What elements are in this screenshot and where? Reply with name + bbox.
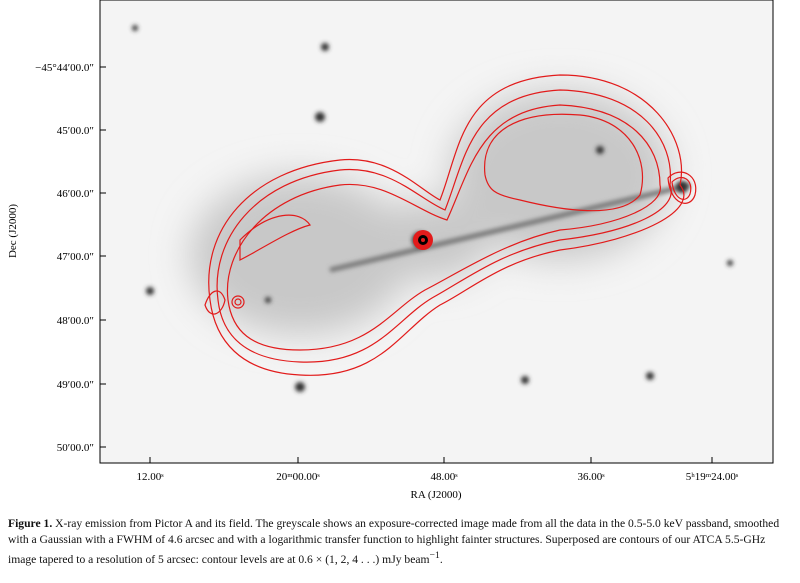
y-axis-label: Dec (J2000): [7, 204, 19, 258]
x-tick-label: 36.00ˢ: [577, 471, 605, 483]
x-tick-label: 5ʰ19ᵐ24.00ˢ: [686, 471, 739, 483]
y-tick-label: 47′00.0″: [57, 251, 94, 263]
x-tick-label: 12.00ˢ: [136, 471, 164, 483]
x-axis-label: RA (J2000): [410, 489, 461, 501]
y-tick-label: 50′00.0″: [57, 442, 94, 454]
y-tick-label: 48′00.0″: [57, 315, 94, 327]
caption-superscript: −1: [429, 550, 440, 561]
caption-text: X-ray emission from Pictor A and its fie…: [8, 517, 780, 566]
ticks: [100, 66, 713, 463]
xray-image: [100, 0, 773, 463]
x-tick-label: 20ᵐ00.00ˢ: [276, 471, 320, 483]
y-tick-label: 49′00.0″: [57, 379, 94, 391]
caption-end: .: [439, 552, 443, 566]
x-tick-label: 48.00ˢ: [430, 471, 458, 483]
y-tick-label: −45°44′00.0″: [35, 62, 94, 74]
caption: Figure 1. X-ray emission from Pictor A a…: [8, 516, 792, 568]
plot-frame: [99, 0, 774, 464]
radio-contours: [204, 74, 697, 376]
y-tick-label: 45′00.0″: [57, 125, 94, 137]
figure: −45°44′00.0″ 45′00.0″ 46′00.0″ 47′00.0″ …: [7, 0, 774, 501]
caption-label: Figure 1.: [8, 517, 53, 530]
y-tick-label: 46′00.0″: [57, 188, 94, 200]
